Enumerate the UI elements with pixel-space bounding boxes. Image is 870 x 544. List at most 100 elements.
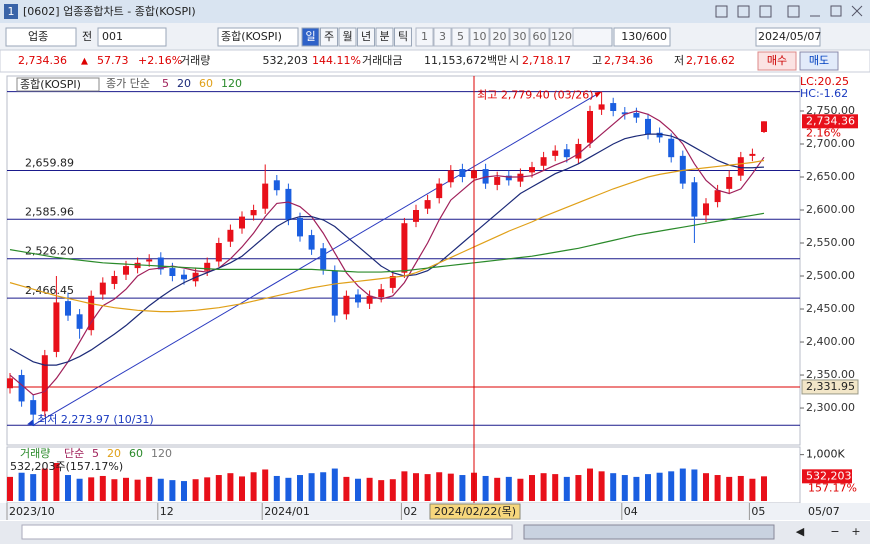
last-price-box (802, 114, 858, 129)
period-button[interactable] (357, 27, 375, 47)
candle-body (703, 203, 709, 216)
interval-button[interactable] (529, 27, 550, 47)
volume-bar (41, 468, 48, 501)
volume-legend-entry: 60 (129, 447, 143, 460)
crosshair-date-box (429, 503, 521, 520)
trend-line (32, 91, 602, 426)
volume-bar (76, 478, 83, 501)
candle-body (447, 170, 454, 183)
volume-label: 거래량 (180, 54, 210, 67)
period-button[interactable] (375, 27, 394, 47)
title-bar (0, 0, 870, 23)
interval-button[interactable] (489, 27, 510, 47)
y-tick-label: 2,600.00 (806, 203, 855, 216)
candle-body (355, 294, 361, 303)
x-tick-label: 2024/01 (264, 505, 310, 518)
candle-body (215, 243, 222, 262)
candle-body (424, 200, 431, 209)
scroll-track (21, 524, 513, 540)
volume-bar (7, 476, 13, 501)
zoom-out[interactable]: − (830, 525, 839, 538)
date: 2024/05/07 (758, 30, 821, 43)
interval-button[interactable] (549, 27, 574, 47)
zoom-in[interactable]: + (851, 525, 860, 538)
volume-pct: 144.11% (312, 54, 361, 67)
candle-body (7, 378, 13, 389)
candle-body (53, 302, 60, 352)
volume-bar (285, 477, 292, 501)
interval-button[interactable] (509, 27, 530, 47)
crosshair-box (801, 379, 859, 395)
period-button[interactable] (338, 27, 357, 47)
period-button[interactable] (320, 27, 338, 47)
volume-bar (250, 472, 257, 501)
interval-button[interactable] (469, 27, 490, 47)
x-tick-label: 04 (624, 505, 638, 518)
candle-body (645, 118, 651, 135)
volume-bar (88, 477, 95, 501)
volume-bar (18, 472, 25, 501)
y-tick-label: 2,500.00 (806, 269, 855, 282)
legend-ma-label: 종가 단순 (106, 77, 150, 90)
volume-bar (621, 475, 628, 501)
high-arrow (594, 91, 602, 98)
candle-body (146, 259, 153, 262)
period-button[interactable] (301, 27, 320, 47)
volume-bar (331, 468, 338, 501)
volume-legend-entry: 5 (92, 447, 99, 460)
scroll-thumb[interactable] (523, 524, 775, 540)
candle-body (169, 268, 176, 277)
open-label: 시 (509, 54, 519, 67)
market-combo[interactable] (5, 27, 77, 47)
y-tick-label: 2,650.00 (806, 170, 855, 183)
candle-body (621, 112, 628, 115)
volume-bar (413, 473, 419, 501)
interval-button[interactable] (433, 27, 452, 47)
candle-body (239, 216, 245, 229)
interval-combo[interactable] (569, 27, 613, 47)
volume-bar (320, 472, 327, 501)
candle-body (30, 400, 37, 415)
volume-bar (459, 475, 466, 501)
code-combo[interactable] (97, 27, 167, 47)
count-box[interactable] (613, 27, 671, 47)
x-end-label: 05/07 (808, 505, 840, 518)
buy-button[interactable] (757, 51, 797, 71)
legend-entry: 120 (221, 77, 242, 90)
candle-body (749, 153, 756, 156)
code: 001 (102, 30, 123, 43)
volume-bar (645, 474, 651, 501)
y-tick-label: 2,550.00 (806, 236, 855, 249)
period-button[interactable] (394, 27, 412, 47)
sign: ▲ (81, 57, 88, 67)
candle-body (540, 157, 547, 166)
candle-body (88, 295, 95, 331)
candle-body (610, 103, 617, 111)
candle-body (157, 257, 164, 270)
candle-body (679, 155, 686, 184)
candle-body (123, 266, 129, 275)
candle-body (726, 176, 733, 189)
badge: 1 (8, 5, 15, 18)
interval-button[interactable] (415, 27, 434, 47)
date-box[interactable] (755, 27, 821, 47)
interval-label: 60 (533, 30, 547, 43)
sell-button[interactable] (799, 51, 839, 71)
volume-bar (355, 478, 361, 501)
candle-body (436, 183, 443, 199)
volume-bar (65, 475, 71, 501)
volume-bar (378, 480, 385, 501)
candle-body (401, 223, 408, 273)
candle-body (737, 157, 744, 176)
candle-body (285, 188, 292, 220)
x-tick-label: 12 (160, 505, 174, 518)
volume-bar (575, 475, 582, 501)
high: 2,734.36 (604, 54, 653, 67)
interval-label: 5 (457, 30, 464, 43)
volume-bar (703, 473, 709, 501)
candle-body (181, 274, 187, 280)
legend-title: 종합(KOSPI) (20, 78, 81, 91)
interval-button[interactable] (451, 27, 470, 47)
price: 2,734.36 (18, 54, 67, 67)
